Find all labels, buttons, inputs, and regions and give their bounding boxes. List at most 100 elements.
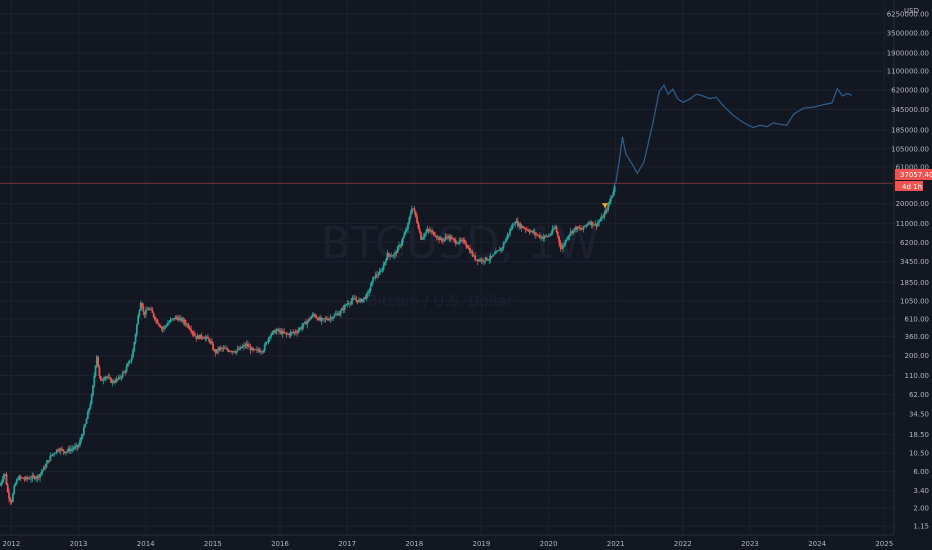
candle-body [417, 222, 420, 229]
candle-body [172, 318, 174, 320]
candle-body [156, 319, 159, 324]
candle-body [396, 247, 399, 253]
candle-body [27, 478, 30, 480]
candle-body [497, 249, 500, 252]
candle-body [95, 356, 98, 366]
candle-body [488, 259, 491, 260]
candle-body [227, 349, 230, 352]
candle-body [314, 314, 316, 317]
candle-body [123, 371, 125, 373]
candle-body [425, 231, 427, 234]
candle-body [383, 261, 386, 265]
candle-body [483, 261, 486, 263]
candle-body [447, 236, 449, 239]
candle-body [303, 321, 306, 324]
candle-body [79, 440, 81, 446]
candle-body [61, 448, 63, 450]
candle-body [254, 349, 257, 351]
candle-body [478, 259, 480, 262]
candle-body [252, 347, 254, 350]
candle-body [440, 238, 443, 241]
candle-body [145, 309, 147, 315]
candle-body [358, 299, 360, 303]
time-axis[interactable]: 2012 2013 2014 2015 2016 2017 2018 2019 2020 2021… [0, 534, 894, 548]
candle-body [404, 230, 407, 235]
candle-body [590, 221, 593, 225]
candle-body [400, 242, 403, 246]
candle-body [298, 328, 301, 331]
candle-body [81, 434, 84, 438]
candle-body [266, 342, 269, 343]
candle-body [377, 274, 380, 276]
candle-body [134, 334, 137, 343]
candle-body [41, 470, 44, 473]
candle-body [280, 330, 283, 335]
y-tick-label: 1050.00 [900, 297, 929, 305]
candle-body [465, 243, 468, 246]
candle-body [299, 328, 302, 329]
candle-body [460, 239, 462, 241]
candle-body [182, 319, 185, 322]
candle-body [150, 308, 152, 310]
candle-body [608, 201, 611, 205]
candle-body [310, 317, 313, 320]
candle-body [0, 484, 1, 486]
candle-body [222, 348, 225, 349]
candle-body [289, 332, 292, 336]
candle-body [84, 423, 87, 427]
candle-body [376, 274, 378, 276]
candle-body [49, 455, 52, 462]
candle-body [187, 324, 190, 328]
candle-body [139, 302, 142, 311]
candle-body [334, 314, 337, 316]
candle-body [40, 472, 43, 474]
candle-body [132, 350, 134, 358]
candle-body [141, 302, 143, 307]
candle-body [305, 321, 307, 325]
candle-body [135, 324, 138, 335]
y-tick-label: 11000.00 [896, 220, 929, 228]
price-tag: 37057.40 [900, 171, 932, 179]
candle-body [578, 228, 581, 229]
candle-body [270, 334, 273, 337]
candle-body [603, 213, 606, 218]
candle-body [234, 352, 236, 353]
candle-body [212, 343, 214, 350]
candle-body [213, 349, 216, 351]
candle-body [48, 460, 50, 462]
y-tick-label: 62.00 [909, 391, 929, 399]
candle-body [157, 323, 160, 326]
candle-body [492, 254, 495, 257]
candle-body [523, 227, 526, 229]
candle-body [580, 228, 582, 230]
candle-body [205, 336, 208, 338]
x-tick-label: 2021 [607, 540, 625, 548]
candle-body [316, 317, 319, 321]
candle-body [85, 418, 88, 424]
candle-body [511, 224, 514, 229]
candle-body [485, 257, 488, 261]
candle-body [18, 476, 21, 480]
candle-body [445, 236, 448, 238]
candle-body [46, 460, 49, 464]
candle-body [31, 475, 34, 479]
candle-body [527, 229, 530, 231]
candle-body [101, 379, 103, 381]
candle-body [315, 316, 318, 318]
candle-body [257, 349, 260, 351]
candle-body [35, 477, 38, 479]
candle-body [64, 452, 67, 454]
candle-body [247, 343, 249, 347]
candle-body [208, 338, 211, 342]
candle-body [218, 347, 221, 351]
candle-body [408, 217, 411, 223]
candle-body [438, 236, 440, 241]
candle-body [240, 347, 243, 348]
projection-path [615, 84, 853, 184]
candle-body [225, 348, 227, 350]
price-axis[interactable]: USD 6250000.00 3500000.00 1900000.00 110000… [887, 0, 929, 535]
candle-body [537, 234, 540, 236]
candle-body [283, 331, 285, 333]
candle-body [274, 330, 276, 334]
